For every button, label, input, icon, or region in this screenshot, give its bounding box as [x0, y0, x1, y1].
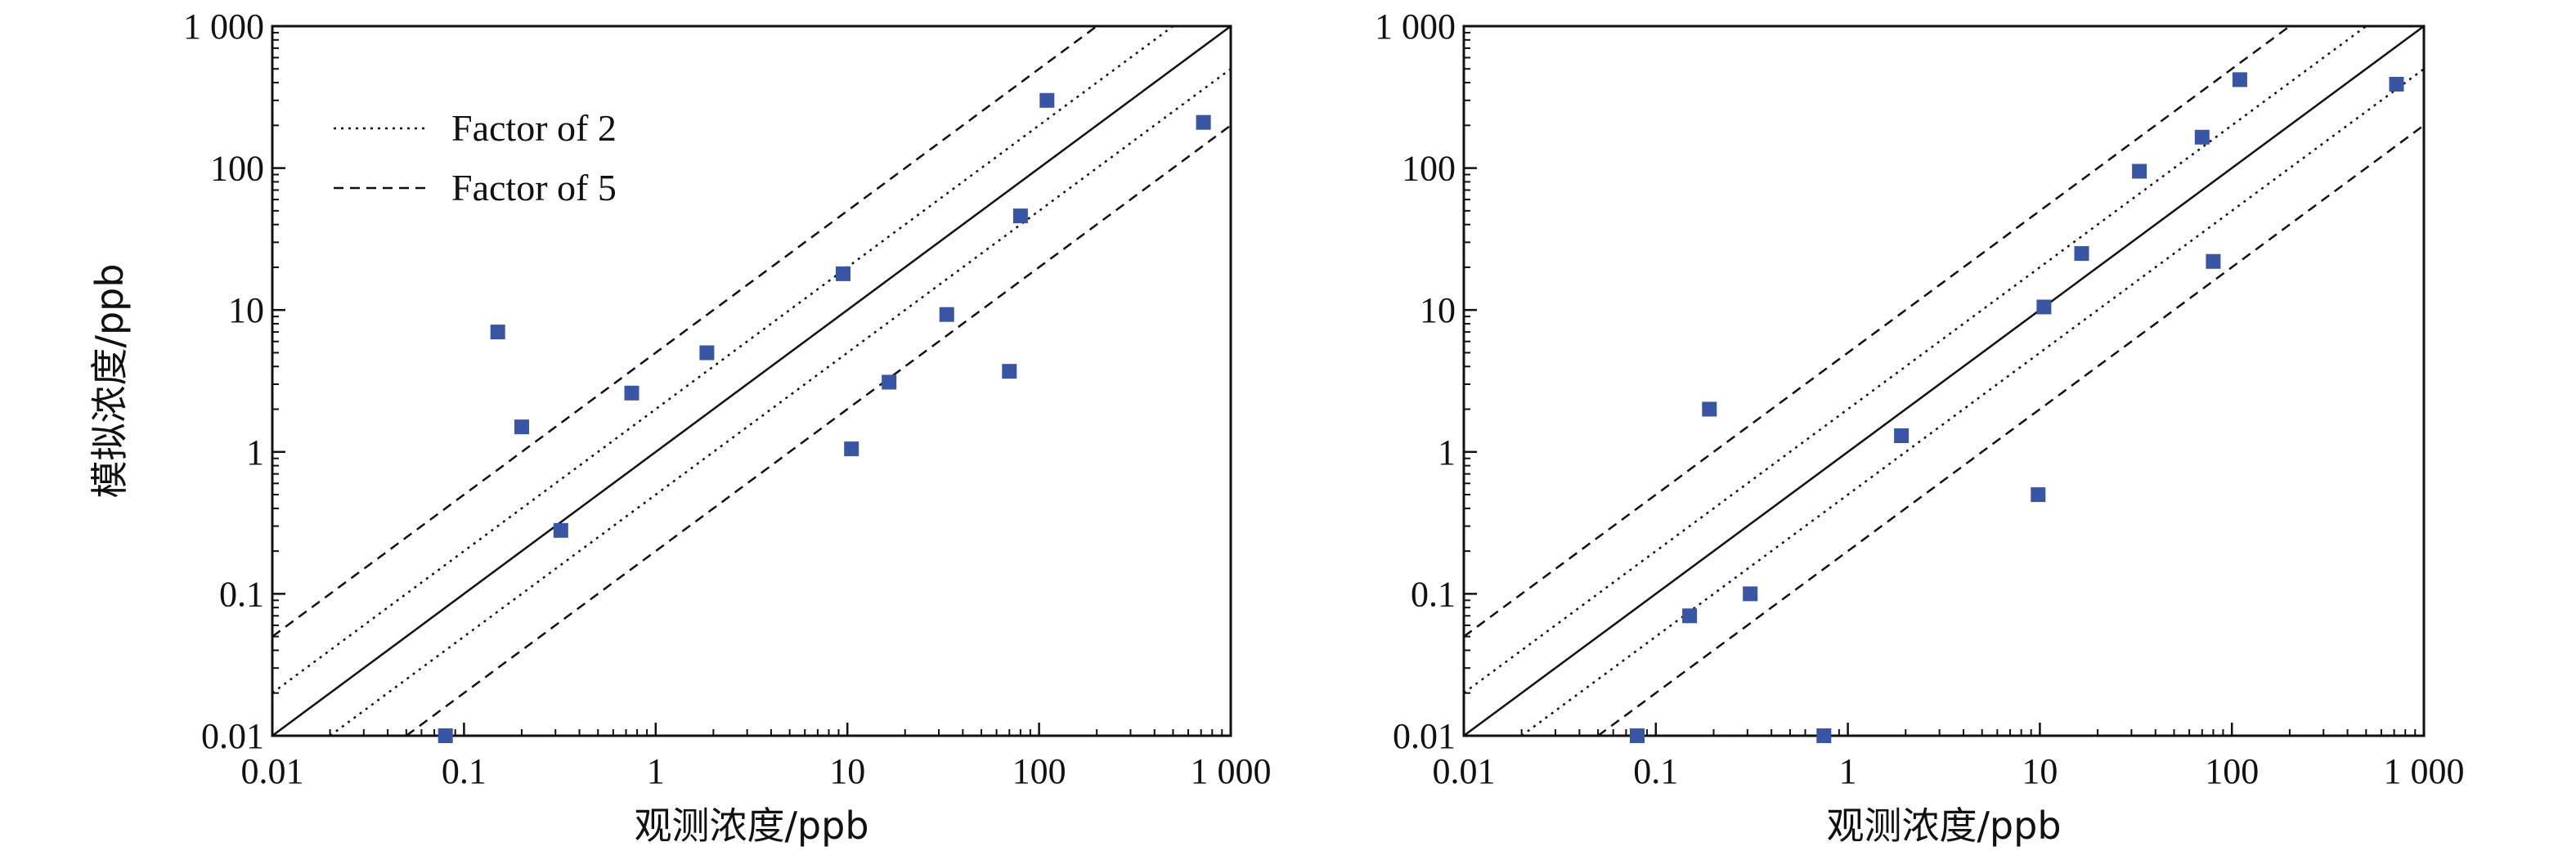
reference-line-factor-1: [272, 25, 1232, 737]
x-tick-label: 0.01: [241, 751, 304, 791]
y-tick-label: 10: [1420, 290, 1456, 330]
y-tick-label: 0.01: [201, 716, 264, 756]
data-point: [2389, 77, 2404, 92]
x-tick-label: 100: [1012, 751, 1066, 791]
right-reference-lines: [1463, 25, 2425, 737]
right-plot-frame: [1462, 25, 2426, 737]
reference-line-factor-2: [272, 25, 1174, 694]
data-point: [624, 385, 640, 401]
data-point: [514, 419, 529, 435]
data-point: [1702, 401, 1717, 417]
reference-line-factor-5: [1463, 25, 2291, 638]
data-point: [1682, 608, 1698, 624]
x-tick-label: 10: [829, 751, 865, 791]
y-tick-label: 0.1: [1411, 574, 1456, 614]
y-tick-label: 1 000: [1375, 7, 1456, 47]
data-point: [490, 325, 505, 340]
data-point: [2206, 253, 2221, 269]
right-x-axis-title: 观测浓度/ppb: [1826, 804, 2061, 848]
left-x-axis-title: 观测浓度/ppb: [634, 804, 868, 848]
reference-line-factor-2: [1463, 25, 2367, 694]
data-point: [1039, 92, 1055, 108]
data-point: [882, 374, 897, 390]
data-point: [1743, 586, 1758, 602]
data-point: [1012, 208, 1028, 224]
right-axis-ticks: 0.010.01 0.1 0.1 1 1 10 10 100 100 1 000 1 000: [1375, 7, 2465, 791]
data-point: [1630, 728, 1645, 743]
reference-line-factor-5: [272, 25, 1097, 638]
data-point: [438, 728, 453, 743]
left-plot-frame: [271, 25, 1232, 737]
x-tick-label: 100: [2205, 751, 2259, 791]
data-point: [1002, 364, 1017, 379]
data-point: [1894, 428, 1910, 443]
legend-factor2-label: Factor of 2: [451, 107, 617, 149]
data-point: [553, 522, 568, 538]
y-tick-label: 10: [228, 290, 264, 330]
data-point: [699, 345, 715, 361]
data-point: [2031, 487, 2046, 503]
left-chart-panel: 0.010.01 0.1 0.1 1 1 10 10 100 100 1 000 1 000 Fac…: [88, 7, 1272, 848]
left-reference-lines: [272, 25, 1232, 737]
x-tick-label: 1: [1839, 751, 1857, 791]
y-tick-label: 1: [1438, 432, 1456, 473]
y-tick-label: 1: [246, 432, 264, 473]
data-point: [836, 266, 850, 281]
x-tick-label: 0.1: [442, 751, 487, 791]
y-tick-label: 1 000: [183, 7, 264, 47]
x-tick-label: 10: [2022, 751, 2058, 791]
legend-factor5-label: Factor of 5: [451, 167, 617, 208]
data-point: [2232, 72, 2247, 87]
x-tick-label: 1 000: [1191, 751, 1272, 791]
x-tick-label: 0.01: [1433, 751, 1496, 791]
x-tick-label: 0.1: [1633, 751, 1678, 791]
reference-line-factor-0_5: [1520, 68, 2425, 737]
left-data-points: [438, 92, 1211, 743]
data-point: [1196, 114, 1211, 130]
left-legend: Factor of 2 Factor of 5: [334, 107, 617, 208]
y-tick-label: 100: [210, 149, 264, 189]
reference-line-factor-0_5: [329, 68, 1232, 737]
left-y-axis-title: 模拟浓度/ppb: [88, 263, 132, 498]
data-point: [2132, 163, 2147, 179]
data-point: [844, 441, 859, 457]
x-tick-label: 1: [647, 751, 665, 791]
data-point: [2194, 129, 2210, 145]
x-tick-label: 1 000: [2384, 751, 2465, 791]
right-chart-panel: 0.010.01 0.1 0.1 1 1 10 10 100 100 1 000 1 000 观测浓…: [1375, 7, 2465, 848]
data-point: [939, 307, 954, 322]
y-tick-label: 0.1: [219, 574, 264, 614]
reference-line-factor-0_2: [1597, 124, 2425, 737]
y-tick-label: 100: [1402, 149, 1456, 189]
data-point: [2036, 299, 2052, 315]
y-tick-label: 0.01: [1393, 716, 1456, 756]
reference-line-factor-0_2: [406, 124, 1232, 737]
reference-line-factor-1: [1463, 25, 2425, 737]
data-point: [2074, 246, 2089, 262]
data-point: [1816, 728, 1832, 743]
right-data-points: [1630, 72, 2404, 743]
left-axis-ticks: 0.010.01 0.1 0.1 1 1 10 10 100 100 1 000 1 000: [183, 7, 1272, 791]
